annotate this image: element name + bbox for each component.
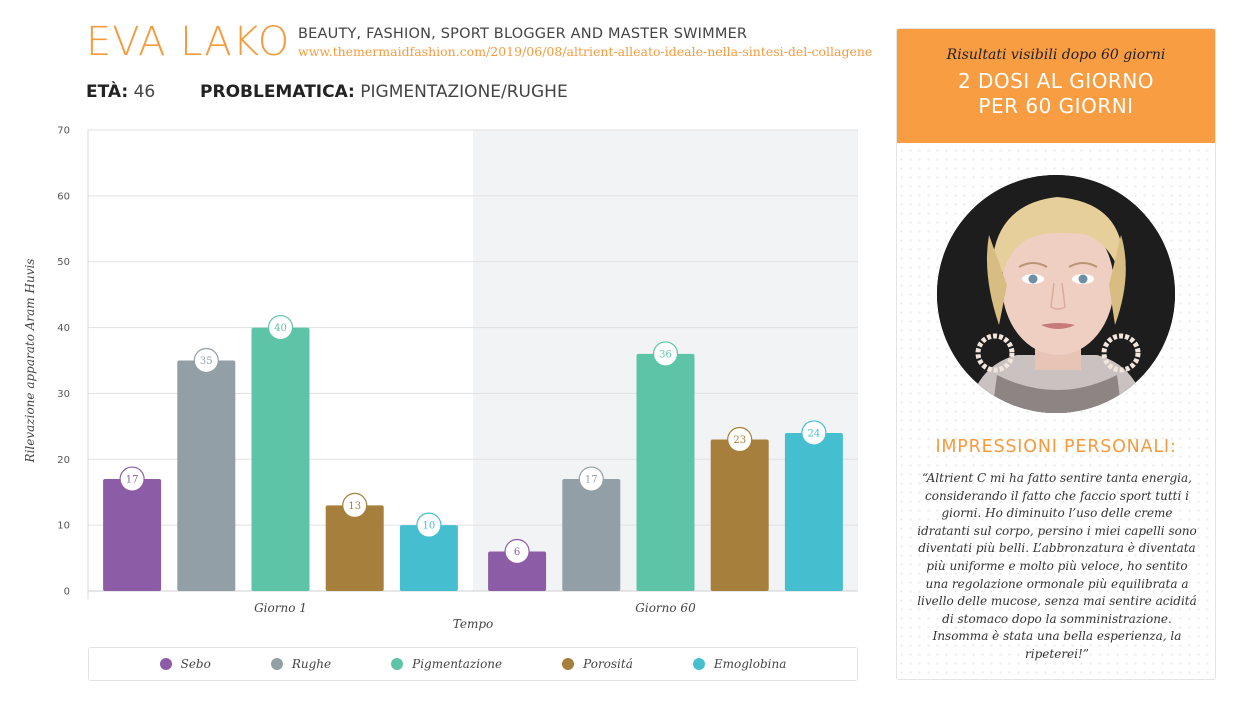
- age-value: 46: [133, 82, 156, 102]
- chart-legend: Sebo Rughe Pigmentazione Porositá Emoglobina: [88, 647, 858, 681]
- blogger-name: EVA LAKO: [86, 19, 291, 65]
- y-tick-label: 30: [57, 389, 70, 400]
- data-label-badge: [801, 420, 827, 446]
- data-label-badge: [342, 492, 368, 518]
- legend-item-sebo[interactable]: Sebo: [159, 657, 211, 671]
- bar-emoglobina: [399, 525, 458, 591]
- x-axis-label: Tempo: [453, 617, 493, 631]
- bar-porositá: [710, 439, 769, 591]
- y-tick-label: 60: [57, 191, 70, 202]
- bar-rughe: [177, 360, 236, 591]
- data-label-badge: [652, 341, 679, 367]
- y-axis-label: Rilevazione apparato Aram Huvis: [23, 259, 37, 464]
- legend-swatch: [159, 658, 172, 670]
- legend-item-emoglobina[interactable]: Emoglobina: [692, 657, 787, 671]
- data-label-badge: [193, 347, 219, 374]
- legend-swatch: [562, 658, 575, 670]
- y-tick-label: 50: [57, 257, 70, 268]
- data-label-badge: [267, 314, 294, 341]
- bar-pigmentazione: [251, 327, 310, 591]
- data-label-badge: [119, 466, 145, 492]
- y-tick-label: 0: [64, 587, 70, 598]
- data-label-badge: [504, 538, 530, 565]
- bar-porositá: [325, 505, 384, 591]
- data-label: 40: [274, 323, 287, 334]
- legend-label: Rughe: [291, 657, 332, 671]
- legend-swatch: [391, 658, 404, 670]
- impressions-title: IMPRESSIONI PERSONALI:: [935, 437, 1177, 457]
- data-label: 24: [808, 428, 821, 439]
- legend-item-pigmentazione[interactable]: Pigmentazione: [391, 657, 502, 671]
- data-label: 35: [200, 356, 213, 367]
- bar-sebo: [103, 479, 162, 591]
- y-tick-label: 20: [57, 455, 70, 466]
- legend-swatch: [692, 658, 705, 670]
- legend-item-porositá[interactable]: Porositá: [562, 657, 633, 671]
- portrait-illustration: [937, 175, 1175, 413]
- y-tick-label: 70: [57, 126, 70, 137]
- results-card: Risultati visibili dopo 60 giorni 2 DOSI…: [896, 28, 1216, 680]
- dose-line-2: PER 60 GIORNI: [978, 94, 1134, 118]
- legend-item-rughe[interactable]: Rughe: [270, 657, 332, 671]
- legend-swatch: [270, 658, 283, 670]
- data-label: 13: [348, 501, 361, 512]
- bar-emoglobina: [784, 432, 843, 591]
- subject-info: ETÀ: 46 PROBLEMATICA: PIGMENTAZIONE/RUGH…: [86, 82, 568, 102]
- bar-pigmentazione: [636, 353, 695, 591]
- legend-label: Porositá: [583, 657, 633, 671]
- legend-label: Pigmentazione: [412, 657, 503, 671]
- data-label: 23: [733, 435, 746, 446]
- data-label-badge: [727, 426, 753, 453]
- age-label: ETÀ:: [86, 82, 129, 102]
- data-label-badge: [578, 466, 604, 492]
- x-category-label: Giorno 60: [635, 601, 696, 615]
- legend-label: Sebo: [180, 657, 211, 671]
- y-tick-label: 10: [57, 521, 70, 532]
- data-label: 17: [585, 475, 598, 486]
- problem-value: PIGMENTAZIONE/RUGHE: [360, 82, 568, 102]
- results-note: Risultati visibili dopo 60 giorni: [946, 47, 1166, 63]
- data-label: 10: [423, 521, 436, 532]
- blogger-subtitle: BEAUTY, FASHION, SPORT BLOGGER AND MASTE…: [298, 26, 748, 42]
- legend-label: Emoglobina: [713, 657, 787, 671]
- data-label: 17: [126, 475, 139, 486]
- data-label: 36: [659, 349, 672, 360]
- data-label: 6: [514, 547, 520, 558]
- problem-label: PROBLEMATICA:: [200, 82, 355, 102]
- data-label-badge: [416, 512, 442, 538]
- blogger-portrait: [937, 175, 1175, 413]
- dose-line-1: 2 DOSI AL GIORNO: [957, 69, 1155, 93]
- bar-sebo: [488, 551, 547, 591]
- bar-chart: 0 10 20 30 40 50 60 70 17 35 40 13 10 6 17 36 23 24 Gior…: [23, 126, 858, 631]
- impressions-quote: “Altrient C mi ha fatto sentire tanta en…: [917, 471, 1197, 661]
- dose-banner: Risultati visibili dopo 60 giorni 2 DOSI…: [897, 29, 1215, 143]
- x-category-label: Giorno 1: [254, 601, 307, 615]
- source-url-link[interactable]: www.themermaidfashion.com/2019/06/08/alt…: [298, 44, 873, 59]
- bar-rughe: [562, 479, 621, 591]
- y-tick-label: 40: [57, 323, 70, 334]
